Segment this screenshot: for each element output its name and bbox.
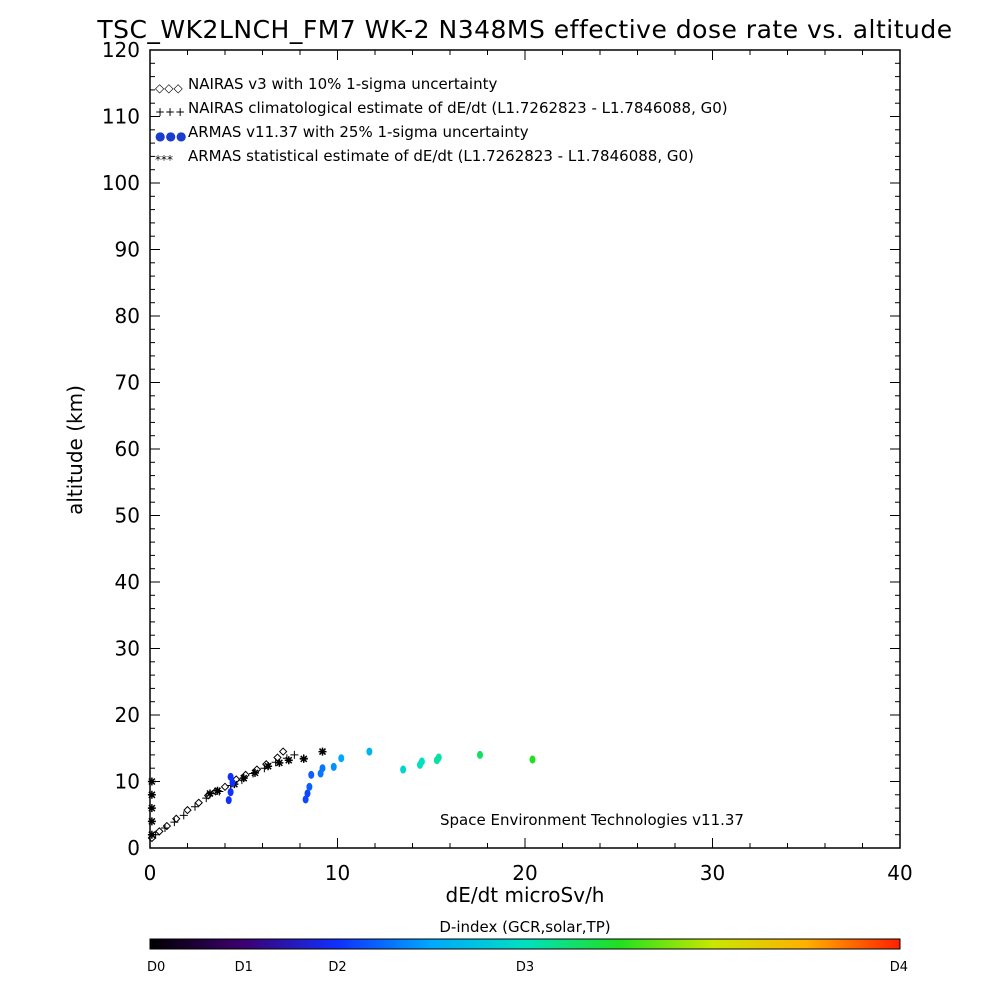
chart-title: TSC_WK2LNCH_FM7 WK-2 N348MS effective do… [96, 15, 952, 44]
x-axis-label: dE/dt microSv/h [446, 883, 605, 907]
plot-frame [149, 49, 901, 849]
armas-stat-asterisk-point [213, 786, 222, 795]
armas-stat-asterisk-point [147, 830, 156, 839]
armas-stat-asterisk-point [147, 790, 156, 799]
armas-stat-asterisk-point [275, 758, 284, 767]
y-tick-label: 10 [115, 770, 140, 794]
legend-symbol: ●●● [155, 129, 186, 143]
nairas-clim-plus-point [191, 802, 199, 811]
nairas-diamond-point [220, 782, 230, 792]
armas-dot-point [400, 765, 407, 774]
y-tick-label: 20 [115, 703, 140, 727]
nairas-diamond-point [194, 798, 203, 807]
y-tick-label: 100 [102, 171, 140, 195]
watermark: Space Environment Technologies v11.37 [440, 811, 744, 829]
nairas-diamond-point [172, 814, 181, 823]
armas-stat-asterisk-point [239, 774, 248, 783]
x-tick-label: 40 [887, 861, 912, 885]
armas-stat-asterisk-point [206, 789, 214, 798]
nairas-diamond-point [278, 747, 288, 756]
data-marks [147, 747, 536, 843]
y-tick-label: 70 [115, 371, 140, 395]
y-tick-label: 40 [115, 570, 140, 594]
y-tick-label: 30 [115, 637, 140, 661]
armas-dot-point [308, 770, 315, 779]
armas-stat-asterisk-point [251, 768, 259, 777]
armas-stat-asterisk-point [299, 754, 308, 763]
armas-dot-point [227, 788, 234, 797]
armas-dot-point [225, 796, 232, 805]
armas-dot-point [435, 753, 442, 762]
armas-stat-asterisk-point [147, 804, 156, 813]
armas-dot-point [330, 762, 337, 771]
armas-dot-point [319, 764, 326, 773]
legend-label: NAIRAS v3 with 10% 1-sigma uncertainty [188, 75, 497, 93]
colorbar-label: D4 [890, 960, 908, 975]
armas-dot-point [529, 755, 536, 764]
legend-label: ARMAS v11.37 with 25% 1-sigma uncertaint… [188, 123, 529, 141]
armas-dot-point [302, 795, 309, 804]
nairas-clim-plus-point [170, 818, 179, 827]
y-tick-label: 0 [127, 836, 140, 860]
colorbar-label: D0 [147, 960, 165, 975]
armas-dot-point [418, 757, 425, 766]
armas-dot-point [366, 747, 373, 756]
colorbar [149, 938, 901, 950]
y-tick-label: 50 [115, 504, 140, 528]
legend-label: NAIRAS climatological estimate of dE/dt … [188, 99, 728, 117]
legend: ◇◇◇ NAIRAS v3 with 10% 1-sigma uncertaint… [155, 75, 728, 167]
x-tick-label: 30 [700, 861, 725, 885]
colorbar-label: D1 [235, 960, 253, 975]
armas-dot-point [229, 778, 236, 787]
armas-stat-asterisk-point [147, 817, 156, 826]
armas-stat-asterisk-point [318, 747, 327, 756]
armas-dot-point [338, 754, 345, 763]
colorbar-title: D-index (GCR,solar,TP) [439, 918, 610, 936]
legend-label: ARMAS statistical estimate of dE/dt (L1.… [188, 147, 694, 165]
y-axis-label: altitude (km) [63, 385, 87, 515]
legend-symbol: ◇◇◇ [155, 81, 183, 95]
armas-dot-point [477, 750, 483, 759]
armas-stat-asterisk-point [147, 777, 156, 786]
legend-symbol: *** [155, 153, 173, 167]
armas-stat-asterisk-point [264, 762, 273, 771]
legend-symbol: +++ [155, 105, 185, 119]
x-tick-label: 0 [144, 861, 157, 885]
y-tick-label: 80 [115, 304, 140, 328]
armas-dot-point [227, 772, 234, 781]
nairas-diamond-point [183, 805, 192, 815]
colorbar-label: D2 [328, 960, 346, 975]
nairas-diamond-point [155, 827, 164, 836]
y-tick-label: 60 [115, 437, 140, 461]
y-tick-label: 120 [102, 38, 140, 62]
y-tick-label: 90 [115, 238, 140, 262]
x-tick-label: 20 [512, 861, 537, 885]
armas-dot-point [304, 789, 311, 798]
nairas-clim-plus-point [202, 794, 211, 803]
colorbar-labels: D0 D1 D2 D3 D4 [147, 960, 908, 975]
nairas-clim-plus-point [290, 750, 299, 759]
x-tick-label: 10 [325, 861, 350, 885]
y-tick-label: 110 [102, 105, 140, 129]
nairas-clim-plus-point [161, 824, 169, 833]
axis-ticks [149, 49, 901, 849]
nairas-clim-plus-point [179, 811, 188, 820]
armas-stat-asterisk-point [284, 756, 293, 765]
y-tick-labels: 0 10 20 30 40 50 60 70 80 90 100 110 120 [102, 38, 140, 860]
armas-dot-point [306, 782, 313, 791]
x-tick-labels: 0 10 20 30 40 [144, 861, 913, 885]
colorbar-label: D3 [516, 960, 534, 975]
